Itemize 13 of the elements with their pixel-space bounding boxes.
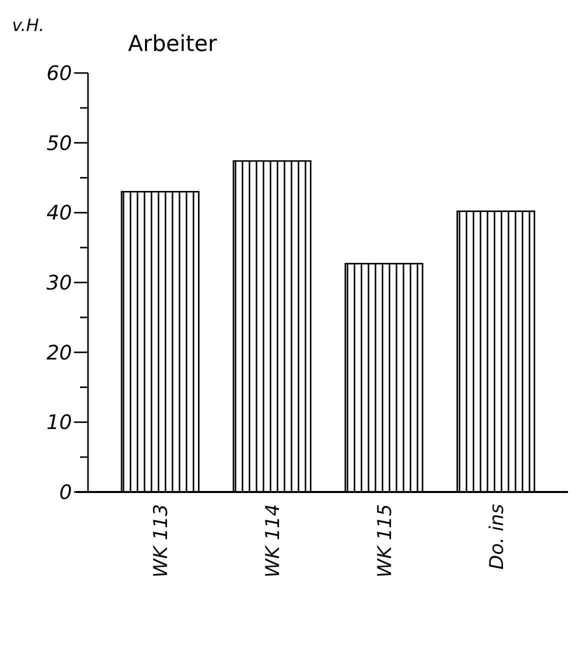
chart-title: Arbeiter [128,32,218,57]
y-tick-label: 60 [46,61,72,85]
x-tick-label: WK 115 [374,504,396,578]
x-tick-label: WK 114 [262,504,284,578]
y-tick-label: 0 [59,480,72,504]
y-tick-label: 10 [46,410,72,434]
y-axis-title: v.H. [12,16,44,36]
y-tick-label: 20 [46,340,72,364]
x-tick-label: Do. ins [486,504,508,570]
y-tick-label: 50 [46,130,72,155]
x-tick-label: WK 113 [150,504,172,578]
y-tick-label: 40 [46,200,72,225]
y-tick-label: 30 [46,270,72,294]
